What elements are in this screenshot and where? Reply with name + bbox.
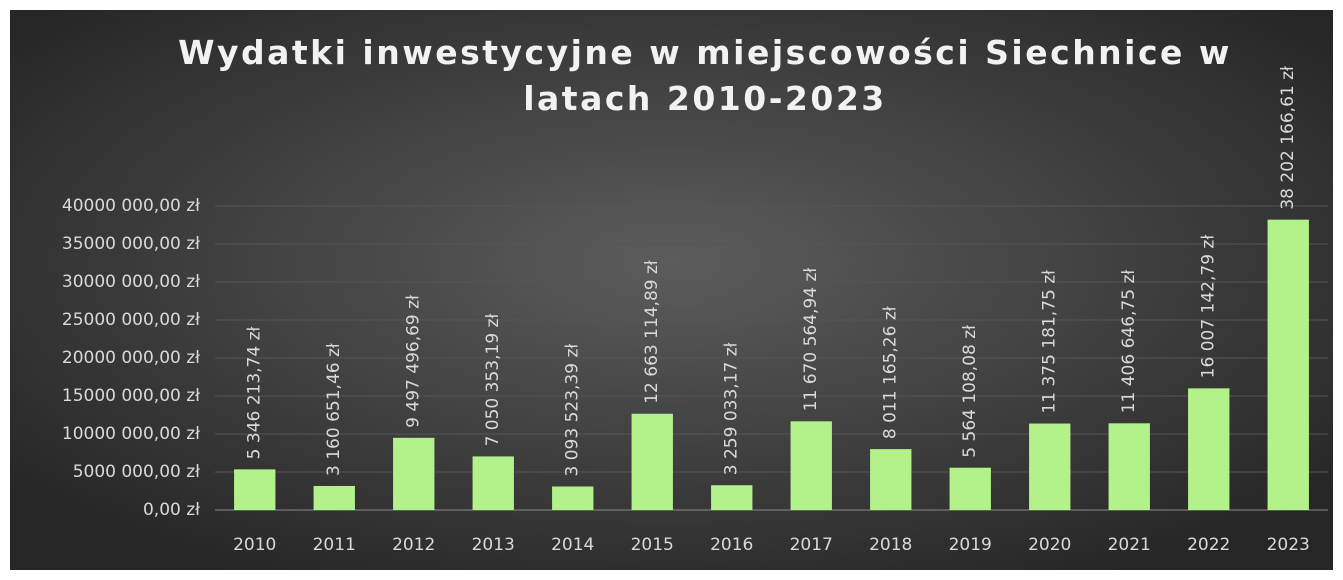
x-tick-label: 2020 [1028, 535, 1071, 555]
data-label: 11 375 181,75 zł [1040, 270, 1060, 414]
bar [313, 485, 355, 510]
data-label: 38 202 166,61 zł [1278, 66, 1298, 210]
data-label: 3 160 651,46 zł [324, 343, 344, 476]
data-label: 16 007 142,79 zł [1199, 235, 1219, 379]
bar [790, 421, 832, 510]
x-tick-label: 2015 [631, 535, 674, 555]
data-label: 3 093 523,39 zł [563, 344, 583, 477]
y-tick-label: 5000 000,00 zł [73, 462, 200, 482]
data-label: 11 406 646,75 zł [1119, 270, 1139, 414]
x-tick-label: 2012 [392, 535, 435, 555]
x-tick-label: 2019 [949, 535, 992, 555]
x-tick-label: 2011 [313, 535, 356, 555]
bar [711, 485, 753, 510]
y-tick-label: 15000 000,00 zł [62, 386, 200, 406]
x-tick-label: 2017 [790, 535, 833, 555]
data-label: 8 011 165,26 zł [881, 306, 901, 439]
x-tick-label: 2013 [472, 535, 515, 555]
bar [631, 413, 673, 510]
bar [949, 467, 991, 510]
data-label: 5 346 213,74 zł [245, 326, 265, 459]
x-tick-label: 2016 [710, 535, 753, 555]
y-tick-label: 35000 000,00 zł [62, 234, 200, 254]
bar [472, 456, 514, 510]
x-tick-label: 2021 [1108, 535, 1151, 555]
bar [1108, 423, 1150, 510]
data-label: 11 670 564,94 zł [801, 268, 821, 412]
data-label: 5 564 108,08 zł [960, 325, 980, 458]
y-tick-label: 30000 000,00 zł [62, 272, 200, 292]
data-label: 9 497 496,69 zł [404, 295, 424, 428]
bar [552, 486, 594, 510]
chart-title: Wydatki inwestycyjne w miejscowości Siec… [178, 33, 1232, 118]
bar [870, 449, 912, 510]
bar [1029, 423, 1071, 510]
x-tick-label: 2023 [1267, 535, 1310, 555]
x-tick-label: 2014 [551, 535, 594, 555]
y-tick-label: 40000 000,00 zł [62, 196, 200, 216]
bar [393, 437, 435, 510]
bar [1267, 219, 1309, 511]
x-tick-label: 2018 [869, 535, 912, 555]
y-tick-label: 10000 000,00 zł [62, 424, 200, 444]
data-label: 7 050 353,19 zł [483, 314, 503, 447]
x-tick-label: 2022 [1187, 535, 1230, 555]
data-label: 3 259 033,17 zł [722, 342, 742, 475]
y-tick-label: 25000 000,00 zł [62, 310, 200, 330]
bar [1188, 388, 1230, 510]
bar [234, 469, 276, 510]
y-tick-label: 20000 000,00 zł [62, 348, 200, 368]
data-label: 12 663 114,89 zł [642, 260, 662, 404]
x-tick-label: 2010 [233, 535, 276, 555]
y-tick-label: 0,00 zł [143, 500, 200, 520]
